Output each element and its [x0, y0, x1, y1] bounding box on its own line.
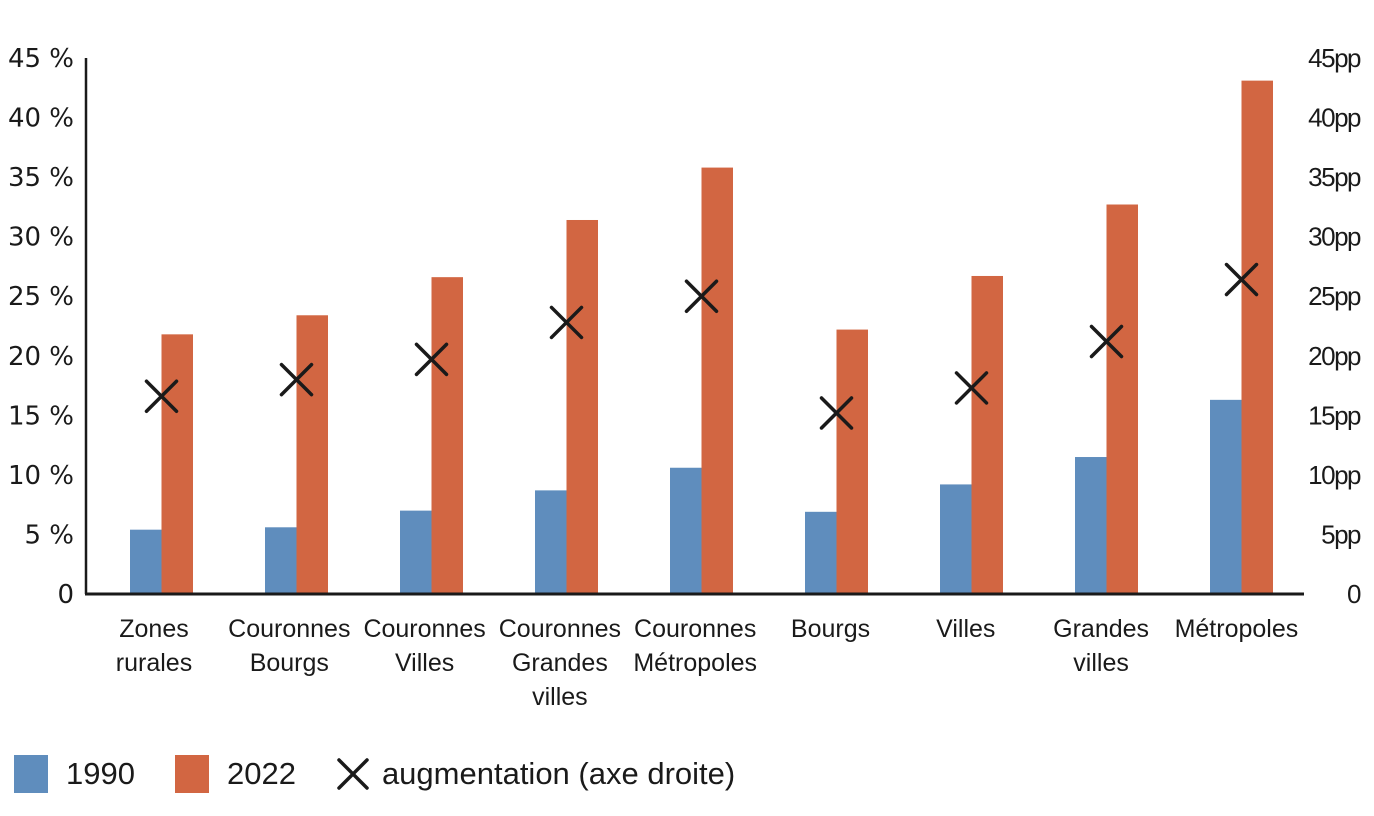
category-label: Métropoles [633, 649, 757, 677]
right-tick-label: 45pp [1308, 43, 1361, 73]
category-label: Couronnes [499, 615, 621, 643]
right-tick-label: 35pp [1308, 162, 1361, 192]
category-label: Bourgs [791, 615, 870, 643]
bar-2022-0 [161, 334, 193, 594]
bar-1990-0 [130, 529, 162, 594]
bar-1990-4 [670, 467, 702, 594]
left-tick-label: 35 % [8, 163, 74, 193]
left-axis-ticks: 0 5 % 10 % 15 % 20 % 25 % 30 % 35 % 40 % 45 % [8, 44, 74, 610]
legend-label-1990: 1990 [66, 756, 135, 791]
right-tick-label: 5pp [1321, 519, 1361, 549]
bar-2022-4 [701, 167, 733, 595]
bar-1990-6 [940, 484, 972, 594]
bar-2022-1 [296, 315, 328, 594]
bar-1990-1 [265, 527, 297, 594]
right-tick-label: 20pp [1308, 341, 1361, 371]
right-tick-label: 10pp [1308, 460, 1361, 490]
augmentation-marker-8 [1224, 262, 1259, 297]
augmentation-marker-7 [1089, 324, 1124, 359]
legend: 1990 2022 augmentation (axe droite) [14, 752, 775, 796]
left-tick-label: 10 % [8, 461, 74, 491]
bar-1990-5 [805, 511, 837, 594]
augmentation-marker-4 [684, 279, 719, 313]
augmentation-marker-1 [279, 362, 314, 397]
legend-swatch-2022 [174, 755, 209, 793]
bars [130, 80, 1273, 595]
bar-2022-8 [1241, 80, 1273, 595]
bar-2022-6 [971, 275, 1003, 594]
right-axis-ticks: 0 5pp 10pp 15pp 20pp 25pp 30pp 35pp 40pp 45pp [1308, 43, 1362, 609]
category-label: Bourgs [250, 649, 329, 677]
left-tick-label: 30 % [8, 223, 74, 253]
category-label: Métropoles [1175, 615, 1299, 643]
augmentation-marker-0 [144, 379, 179, 414]
legend-swatch-1990 [14, 755, 48, 793]
augmentation-marker-2 [414, 342, 449, 377]
bar-2022-5 [836, 329, 868, 594]
bar-2022-7 [1106, 204, 1138, 595]
left-tick-label: 40 % [8, 104, 74, 134]
category-label: Couronnes [228, 615, 350, 643]
legend-label-2022: 2022 [226, 756, 296, 791]
right-tick-label: 30pp [1308, 222, 1361, 252]
left-tick-label: 25 % [8, 282, 74, 312]
left-tick-label: 45 % [8, 44, 74, 74]
legend-label-augmentation: augmentation (axe droite) [381, 756, 736, 791]
bar-1990-2 [400, 510, 432, 594]
category-label: rurales [116, 649, 192, 677]
category-label: Couronnes [634, 615, 756, 643]
left-tick-label: 15 % [8, 401, 74, 431]
left-tick-label: 5 % [24, 520, 74, 550]
legend-x-marker-icon [337, 758, 369, 790]
category-label: Villes [395, 649, 454, 677]
category-label: Grandes [1053, 615, 1149, 643]
bar-2022-3 [566, 219, 598, 595]
category-label: Grandes [512, 649, 608, 677]
category-labels: Zones rurales Couronnes Bourgs Couronnes Vill… [116, 615, 1298, 711]
category-label: villes [1073, 649, 1129, 677]
category-label: Couronnes [363, 615, 485, 643]
right-tick-label: 15pp [1308, 400, 1361, 430]
bar-1990-3 [535, 490, 567, 594]
right-tick-label: 40pp [1308, 103, 1361, 133]
augmentation-marker-5 [819, 396, 854, 430]
right-tick-label: 0 [1347, 579, 1361, 609]
category-label: villes [532, 683, 588, 711]
bar-1990-7 [1075, 457, 1107, 594]
augmentation-markers [144, 262, 1259, 430]
bar-1990-8 [1210, 399, 1242, 594]
left-tick-label: 20 % [8, 342, 74, 372]
category-label: Zones [119, 615, 188, 643]
right-tick-label: 25pp [1308, 281, 1361, 311]
chart: 0 5 % 10 % 15 % 20 % 25 % 30 % 35 % 40 % 45 % 0 5p… [8, 43, 1363, 711]
left-tick-label: 0 [57, 580, 74, 610]
augmentation-marker-3 [549, 305, 584, 340]
augmentation-marker-6 [954, 371, 989, 405]
bar-2022-2 [431, 277, 463, 594]
category-label: Villes [936, 615, 995, 643]
